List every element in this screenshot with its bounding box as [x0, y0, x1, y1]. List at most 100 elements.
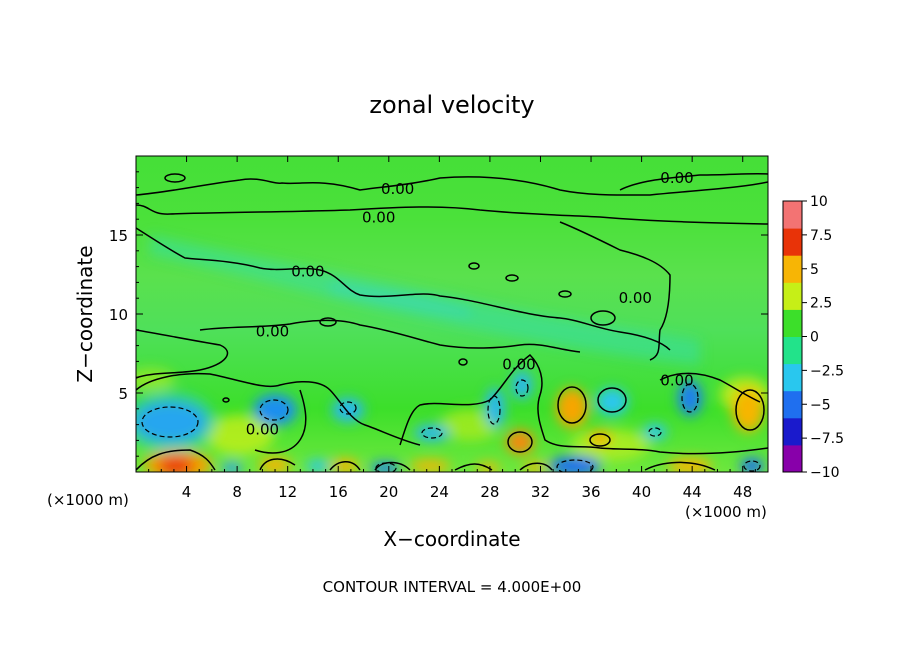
field-cyan-core-5	[485, 388, 505, 428]
colorbar-segment	[783, 309, 802, 337]
y-tick-label: 5	[118, 385, 128, 403]
contour-line-top-right	[619, 172, 768, 191]
colorbar-tick-label: −5	[810, 397, 831, 413]
field-orange-core-7	[668, 458, 712, 472]
contour-labels: 0.00 0.00 0.00 0.00 0.00 0.00 0.00 0.00 0.00	[246, 169, 694, 438]
contour-label: 0.00	[291, 262, 324, 280]
y-tick-label: 10	[109, 306, 128, 324]
field-blue-core-2	[253, 394, 297, 426]
x-tick-label: 44	[683, 483, 702, 501]
colorbar: 10 7.5 5 2.5 0 −2.5 −5 −7.5 −10	[782, 194, 844, 481]
colorbar-tick-label: 2.5	[810, 296, 832, 312]
x-tick-label: 8	[232, 483, 242, 501]
colorbar-tick-label: −7.5	[810, 431, 844, 447]
colorbar-segment	[783, 228, 802, 256]
field-blue-core-10	[549, 456, 601, 472]
contour-closed-1	[164, 173, 186, 183]
contour-label: 0.00	[660, 169, 693, 187]
field-orange-core-6	[588, 430, 612, 446]
colorbar-segment	[783, 201, 802, 229]
contour-line-left-loop	[136, 329, 229, 379]
field-cyan-core-8	[643, 424, 667, 440]
neg-contour-4	[421, 427, 443, 439]
field-cyan-core-4	[414, 425, 450, 441]
colorbar-tick-label: −10	[810, 465, 840, 481]
contour-closed-13	[458, 358, 468, 366]
field-orange-core-8	[732, 388, 764, 432]
field-cyan-halo-1	[136, 392, 216, 452]
x-tick-label: 36	[581, 483, 600, 501]
contour-label: 0.00	[362, 209, 395, 227]
colorbar-segment	[783, 282, 802, 310]
neg-contour-1	[141, 406, 199, 438]
field-yellow-patch-2	[440, 409, 500, 441]
x-tick-label: 28	[480, 483, 499, 501]
field-cyan-core	[330, 282, 470, 318]
neg-contour-2	[259, 399, 289, 421]
x-tick-label: 12	[278, 483, 297, 501]
contour-closed-7	[222, 397, 230, 403]
contour-line-top-left	[136, 176, 768, 196]
colorbar-tick-label: −2.5	[810, 363, 844, 379]
field-orange-core-9	[410, 460, 450, 472]
x-tick-label: 40	[632, 483, 651, 501]
negative-contours	[141, 379, 761, 472]
contour-label: 0.00	[502, 356, 535, 374]
colorbar-segment	[783, 336, 802, 365]
neg-contour-10	[375, 462, 397, 472]
contour-label: 0.00	[619, 289, 652, 307]
contour-line-mid-band	[199, 319, 581, 353]
x-tick-label: 20	[379, 483, 398, 501]
contour-interval-note: CONTOUR INTERVAL = 4.000E+00	[323, 578, 582, 596]
neg-contour-5	[487, 395, 501, 425]
contour-closed-9	[507, 431, 533, 453]
contour-line-mid-right	[559, 221, 671, 361]
contour-closed-12	[597, 387, 627, 413]
y-tick-label: 15	[109, 227, 128, 245]
contour-label: 0.00	[256, 322, 289, 340]
contour-line-diagonal	[136, 227, 671, 351]
contour-label: 0.00	[660, 371, 693, 389]
contour-closed-5	[505, 274, 519, 282]
colorbar-segment	[783, 444, 802, 473]
field-cyan-core-3	[332, 398, 364, 422]
field-cyan-core-6	[512, 371, 532, 399]
contour-line-lower-left-2	[254, 389, 307, 454]
field-yellow-patch-5	[136, 368, 175, 392]
x-unit-left: (×1000 m)	[47, 491, 129, 509]
neg-contour-7	[681, 383, 699, 413]
field-yellow-patch-1	[206, 415, 274, 455]
x-tick-label: 48	[733, 483, 752, 501]
contour-closed-10	[557, 386, 587, 424]
neg-contour-11	[743, 460, 761, 472]
contour-closed-2	[319, 317, 337, 327]
field-orange-core-5	[556, 388, 588, 428]
x-unit-right: (×1000 m)	[685, 503, 767, 521]
contour-closed-3	[590, 310, 616, 326]
x-tick-label: 16	[329, 483, 348, 501]
contour-label: 0.00	[246, 420, 279, 438]
field-blue-core-13	[740, 458, 764, 472]
contour-line-upper-band	[136, 204, 768, 225]
contour-line-lower-right	[659, 372, 761, 403]
colorbar-tick-label: 5	[810, 262, 819, 278]
contour-closed-6	[468, 262, 480, 270]
colorbar-segment	[783, 390, 802, 419]
colorbar-tick-label: 0	[810, 330, 819, 346]
x-tick-label: 24	[430, 483, 449, 501]
contour-label: 0.00	[381, 180, 414, 198]
colorbar-tick-label: 10	[810, 194, 828, 210]
y-axis: 5 10 15	[109, 171, 768, 457]
y-axis-label: Z−coordinate	[73, 245, 97, 382]
contour-line-lower-mid	[399, 354, 768, 455]
chart-title: zonal velocity	[369, 91, 534, 119]
colorbar-segment	[783, 255, 802, 283]
neg-contour-8	[648, 427, 662, 437]
field-cyan-core-14	[306, 460, 330, 472]
contour-closed-11	[735, 389, 765, 431]
contour-closed-4	[558, 290, 572, 298]
field-orange-core-4	[506, 430, 534, 454]
neg-contour-9	[556, 459, 594, 472]
